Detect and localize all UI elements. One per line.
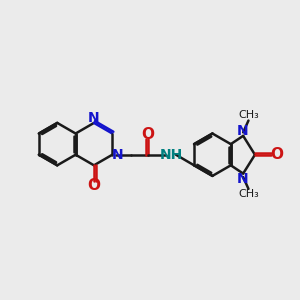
Text: NH: NH	[160, 148, 183, 162]
Text: CH₃: CH₃	[239, 189, 260, 199]
Text: N: N	[237, 172, 248, 186]
Text: N: N	[112, 148, 123, 162]
Text: N: N	[237, 124, 248, 138]
Text: N: N	[88, 111, 100, 125]
Text: O: O	[270, 147, 283, 162]
Text: CH₃: CH₃	[239, 110, 260, 120]
Text: O: O	[88, 178, 100, 194]
Text: O: O	[141, 127, 154, 142]
